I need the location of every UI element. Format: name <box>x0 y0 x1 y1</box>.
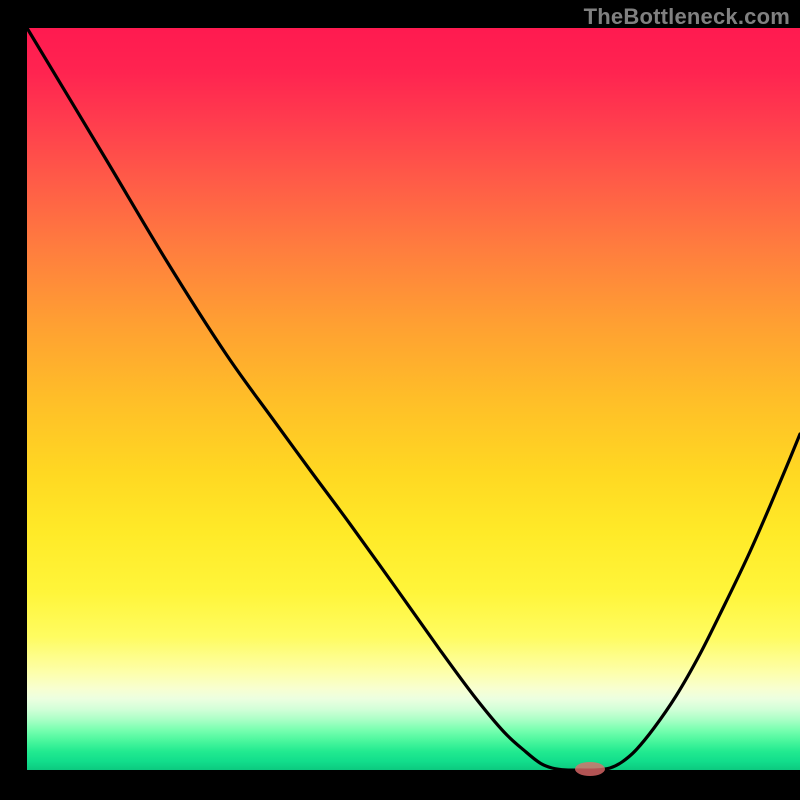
chart-container: TheBottleneck.com <box>0 0 800 800</box>
plot-area <box>27 28 800 770</box>
minimum-marker <box>575 762 605 776</box>
chart-svg <box>0 0 800 800</box>
watermark-text: TheBottleneck.com <box>584 4 790 30</box>
